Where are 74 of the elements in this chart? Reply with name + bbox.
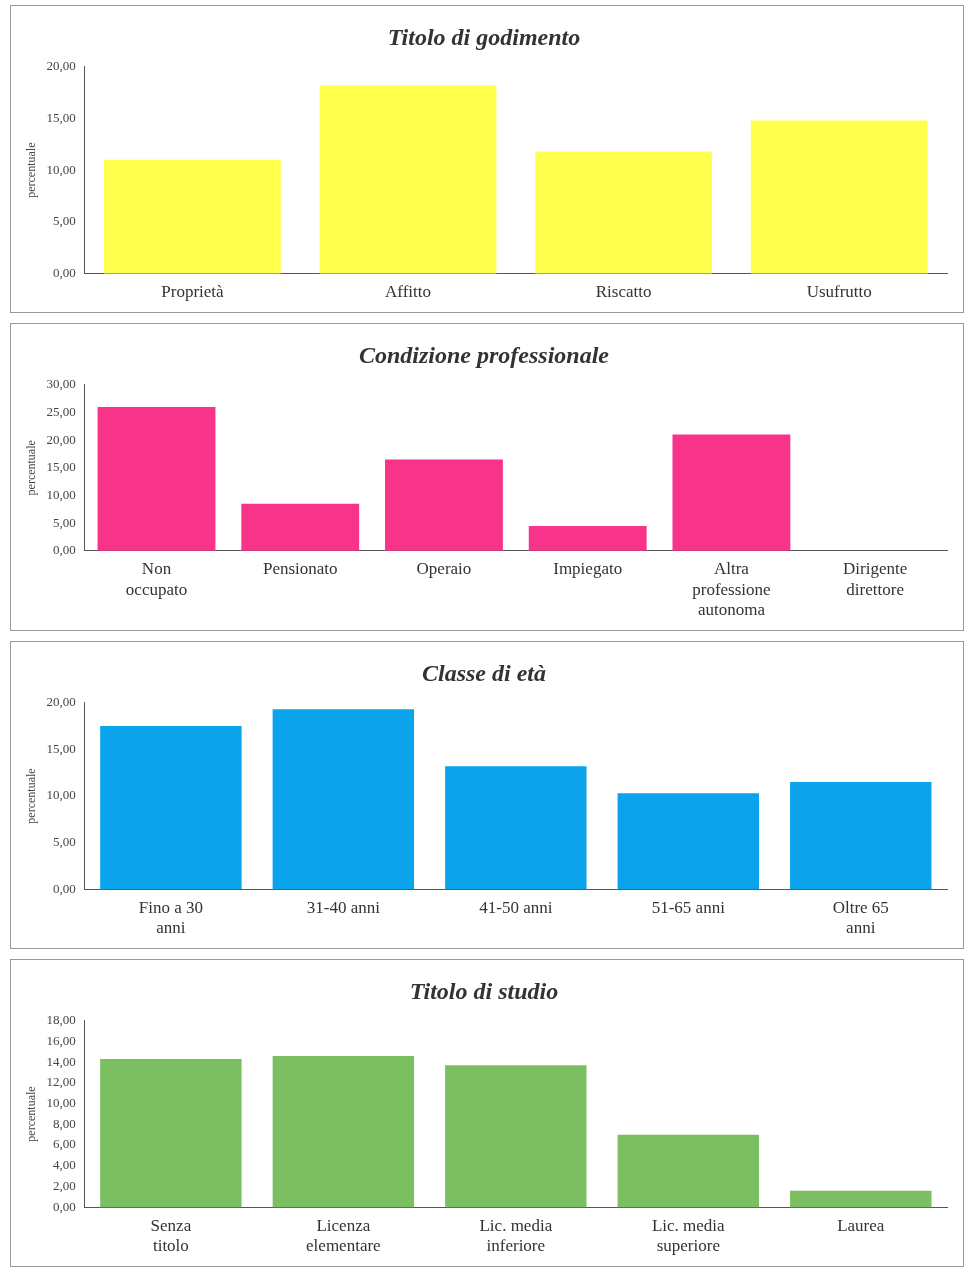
bar [272, 709, 415, 890]
y-axis-title: percentuale [24, 768, 39, 824]
chart-title: Classe di età [422, 659, 546, 686]
y-tick-label: 5,00 [52, 514, 76, 530]
x-tick-label: Licenza elementare [306, 1215, 381, 1256]
bar [535, 151, 713, 274]
y-tick-label: 15,00 [46, 459, 76, 475]
y-tick-label: 10,00 [46, 787, 76, 803]
x-tick-label: Pensionato [262, 559, 338, 579]
chart-title: Titolo di godimento [387, 23, 581, 50]
x-tick-label: Altra professione autonoma [692, 559, 771, 620]
x-tick-label: Operaio [416, 559, 472, 579]
y-tick-label: 20,00 [46, 694, 76, 710]
y-tick-label: 15,00 [46, 109, 76, 125]
x-tick-label: Laurea [837, 1215, 885, 1235]
y-tick-label: 30,00 [46, 376, 76, 392]
y-tick-label: 10,00 [46, 486, 76, 502]
x-tick-label: Lic. media inferiore [479, 1215, 553, 1256]
y-tick-label: 0,00 [52, 265, 76, 281]
bar [528, 525, 647, 551]
x-tick-label: Usufrutto [806, 282, 872, 302]
bar [672, 434, 791, 551]
bar [790, 782, 932, 890]
x-tick-label: 41-50 anni [479, 897, 553, 917]
bar [319, 85, 497, 274]
bar [750, 120, 928, 274]
x-tick-label: Affitto [385, 282, 432, 302]
bar [617, 1134, 760, 1208]
y-tick-label: 14,00 [46, 1053, 76, 1069]
bar [272, 1056, 415, 1208]
x-tick-label: Oltre 65 anni [832, 897, 889, 938]
x-tick-label: 31-40 anni [306, 897, 381, 917]
y-tick-label: 10,00 [46, 161, 76, 177]
y-tick-label: 0,00 [52, 542, 76, 558]
bar [100, 1059, 242, 1208]
x-tick-label: Lic. media superiore [651, 1215, 726, 1256]
x-tick-label: Fino a 30 anni [138, 897, 203, 938]
bar [445, 1065, 587, 1208]
x-tick-label: Proprietà [161, 282, 225, 302]
x-tick-label: Dirigente direttore [843, 559, 908, 599]
x-tick-label: Impiegato [553, 559, 623, 579]
bar [790, 1190, 932, 1208]
x-tick-label: Riscatto [595, 282, 652, 302]
x-tick-label: 51-65 anni [651, 897, 726, 917]
bar [617, 793, 760, 890]
y-tick-label: 4,00 [52, 1157, 76, 1173]
y-tick-label: 0,00 [52, 880, 76, 896]
y-tick-label: 12,00 [46, 1074, 76, 1090]
y-tick-label: 10,00 [46, 1095, 76, 1111]
bar [97, 406, 216, 551]
y-tick-label: 15,00 [46, 740, 76, 756]
y-tick-label: 5,00 [52, 834, 76, 850]
bar [445, 766, 587, 890]
y-tick-label: 25,00 [46, 403, 76, 419]
y-tick-label: 0,00 [52, 1198, 76, 1214]
y-axis-title: percentuale [24, 1086, 39, 1142]
bar [100, 726, 242, 890]
y-tick-label: 16,00 [46, 1032, 76, 1048]
chart-title: Titolo di studio [409, 977, 559, 1004]
y-tick-label: 20,00 [46, 58, 76, 74]
y-tick-label: 2,00 [52, 1177, 76, 1193]
x-tick-label: Senza titolo [150, 1215, 192, 1256]
y-tick-label: 18,00 [46, 1012, 76, 1028]
chart-title: Condizione professionale [358, 341, 610, 368]
y-tick-label: 5,00 [52, 213, 76, 229]
bar [241, 503, 360, 551]
x-tick-label: Non occupato [125, 559, 188, 599]
y-tick-label: 8,00 [52, 1115, 76, 1131]
y-axis-title: percentuale [24, 142, 39, 198]
y-tick-label: 6,00 [52, 1136, 76, 1152]
y-axis-title: percentuale [24, 440, 39, 496]
bar [104, 159, 281, 274]
bar [385, 459, 503, 551]
y-tick-label: 20,00 [46, 431, 76, 447]
